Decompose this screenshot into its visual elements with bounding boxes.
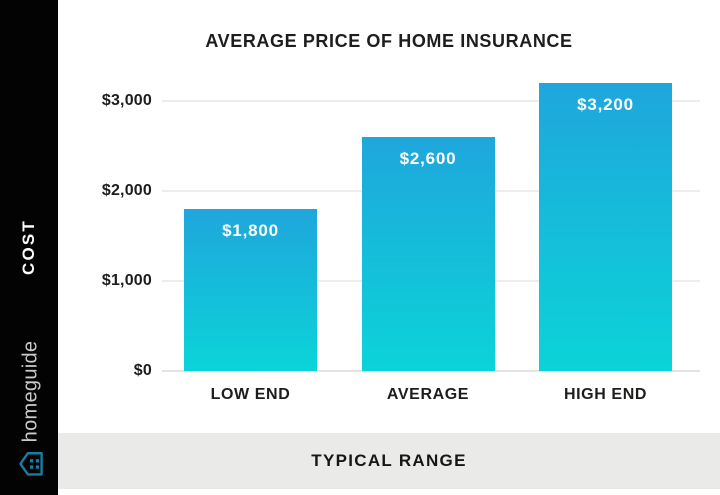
bar-high-end: $3,200: [539, 83, 672, 371]
x-axis-label-low-end: LOW END: [210, 386, 291, 403]
bar-average: $2,600: [361, 137, 495, 371]
gridline: [162, 100, 700, 102]
house-icon: [18, 450, 45, 477]
x-axis-baseline: [162, 370, 700, 372]
x-axis-label-high-end: HIGH END: [563, 386, 648, 403]
y-axis-tick-label: $3,000: [101, 92, 152, 109]
brand-name: homeguide: [19, 340, 42, 443]
x-axis-label-average: AVERAGE: [386, 386, 470, 403]
bar-low-end: $1,800: [184, 209, 317, 371]
y-axis-tick-label: $2,000: [101, 182, 152, 199]
y-axis-tick-label: $0: [133, 362, 152, 379]
footer-band: TYPICAL RANGE: [58, 433, 720, 489]
chart-title: AVERAGE PRICE OF HOME INSURANCE: [205, 31, 573, 51]
bar-value-label: $3,200: [577, 95, 634, 114]
y-axis-tick-label: $1,000: [101, 272, 152, 289]
brand-lockup: homeguide: [18, 341, 45, 478]
cost-axis-label: COST: [19, 218, 38, 276]
bar-value-label: $1,800: [222, 221, 279, 240]
sidebar: COST homeguide: [0, 0, 58, 495]
bar-value-label: $2,600: [399, 149, 457, 168]
x-axis-group-label: TYPICAL RANGE: [311, 451, 467, 470]
